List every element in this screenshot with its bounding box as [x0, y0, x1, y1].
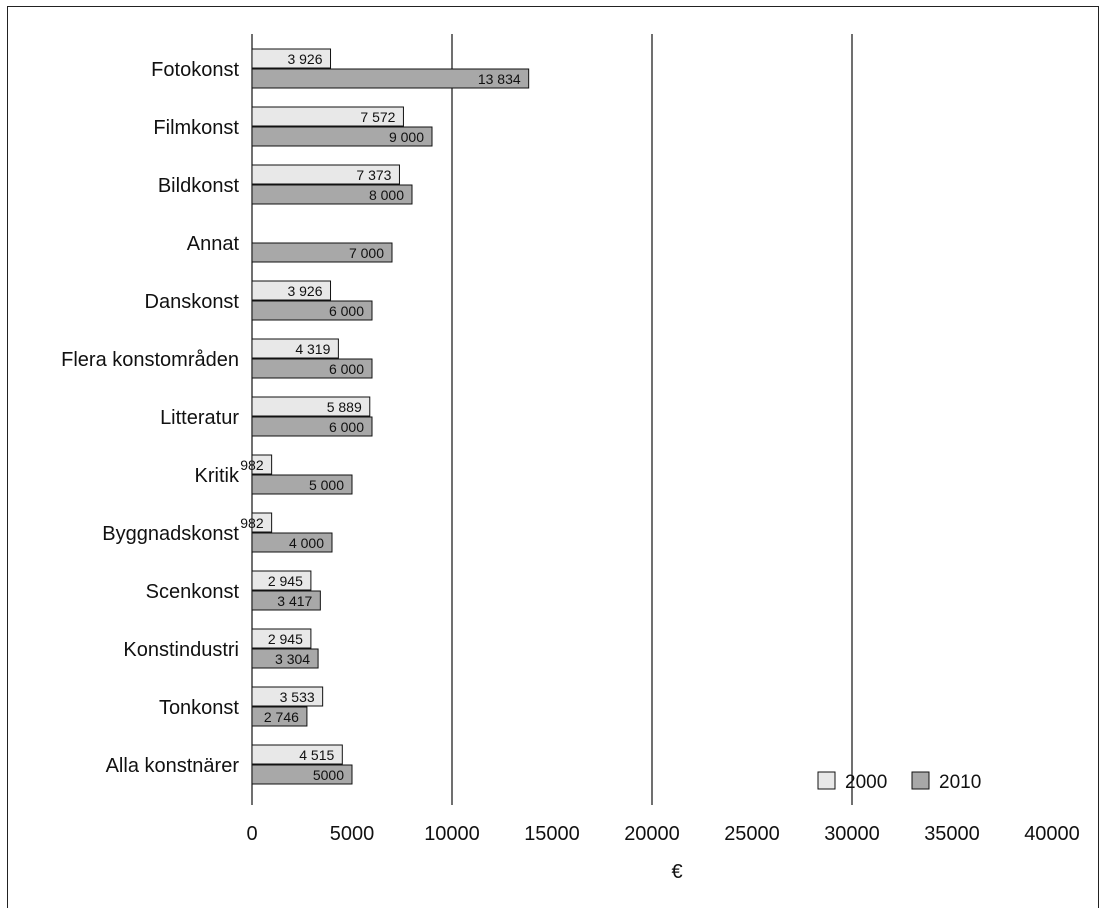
bar-2010 [251, 184, 413, 205]
category-label: Konstindustri [123, 639, 239, 661]
data-label-2000: 2 945 [268, 573, 303, 589]
x-tick-label: 35000 [924, 823, 980, 845]
x-axis-label: € [671, 861, 682, 883]
bar-2000 [251, 744, 343, 765]
x-tick-label: 20000 [624, 823, 680, 845]
bar-2000 [251, 686, 324, 707]
bar-2000 [251, 280, 332, 301]
data-label-2010: 5 000 [309, 477, 344, 493]
data-label-2010: 3 417 [277, 593, 312, 609]
bar-2000 [251, 338, 339, 359]
bar-2000 [251, 628, 312, 649]
legend-swatch-2010 [911, 771, 930, 790]
category-labels: Fotokonst Filmkonst Bildkonst Annat Danskons… [61, 59, 240, 777]
x-tick-label: 25000 [724, 823, 780, 845]
bar-2000 [251, 396, 371, 417]
data-label-2000: 3 926 [287, 51, 322, 67]
bar-2010 [251, 648, 319, 669]
category-label: Filmkonst [153, 117, 239, 139]
category-label: Byggnadskonst [102, 523, 239, 545]
chart-frame [7, 6, 1099, 908]
legend-swatch-2000 [817, 771, 836, 790]
data-label-2000: 7 373 [356, 167, 391, 183]
data-label-2000: 2 945 [268, 631, 303, 647]
legend-label-2000: 2000 [845, 772, 887, 793]
data-label-2000: 3 926 [287, 283, 322, 299]
data-label-2010: 6 000 [329, 361, 364, 377]
category-label: Litteratur [160, 407, 239, 429]
category-label: Fotokonst [151, 59, 239, 81]
bar-2010 [251, 532, 333, 553]
data-label-2000: 5 889 [327, 399, 362, 415]
category-label: Danskonst [145, 291, 240, 313]
bar-2010 [251, 300, 373, 321]
x-tick-label: 10000 [424, 823, 480, 845]
data-label-2010: 2 746 [264, 709, 299, 725]
data-label-2010: 4 000 [289, 535, 324, 551]
x-tick-label: 30000 [824, 823, 880, 845]
category-label: Scenkonst [146, 581, 240, 603]
x-tick-label: 40000 [1024, 823, 1080, 845]
bar-2010 [251, 590, 321, 611]
bar-2010 [251, 764, 353, 785]
bar-2010 [251, 358, 373, 379]
category-label: Kritik [195, 465, 240, 487]
category-label: Tonkonst [159, 697, 239, 719]
bar-2010 [251, 126, 433, 147]
bars: 3 926 13 834 7 572 9 000 7 373 8 000 7 000 3 92… [240, 48, 530, 785]
bar-2010 [251, 68, 530, 89]
data-label-2010: 3 304 [275, 651, 310, 667]
category-label: Alla konstnärer [106, 755, 240, 777]
data-label-2000: 982 [240, 515, 264, 531]
x-tick-label: 15000 [524, 823, 580, 845]
bar-2000 [251, 454, 273, 475]
bar-2000 [251, 106, 404, 127]
data-label-2000: 4 319 [295, 341, 330, 357]
bar-2010 [251, 706, 308, 727]
data-label-2010: 7 000 [349, 245, 384, 261]
x-tick-labels: 0 5000 10000 15000 20000 25000 30000 35000 40000 [246, 823, 1079, 845]
bar-2010 [251, 474, 353, 495]
bar-2000 [251, 164, 400, 185]
category-label: Annat [187, 233, 240, 255]
data-label-2000: 982 [240, 457, 264, 473]
data-label-2000: 4 515 [299, 747, 334, 763]
data-label-2010: 6 000 [329, 419, 364, 435]
x-tick-label: 0 [246, 823, 257, 845]
category-label: Flera konstområden [61, 349, 239, 371]
data-label-2010: 6 000 [329, 303, 364, 319]
gridlines [451, 34, 853, 805]
bar-2000 [251, 570, 312, 591]
data-label-2010: 13 834 [478, 71, 521, 87]
bar-2010 [251, 416, 373, 437]
data-label-2000: 3 533 [280, 689, 315, 705]
x-tick-label: 5000 [330, 823, 375, 845]
data-label-2010: 8 000 [369, 187, 404, 203]
bar-2000 [251, 48, 332, 69]
legend-label-2010: 2010 [939, 772, 981, 793]
bar-2000 [251, 512, 273, 533]
legend: 2000 2010 [817, 771, 981, 793]
data-label-2010: 9 000 [389, 129, 424, 145]
data-label-2010: 5000 [313, 767, 344, 783]
data-label-2000: 7 572 [360, 109, 395, 125]
bar-2010 [251, 242, 393, 263]
category-label: Bildkonst [158, 175, 240, 197]
